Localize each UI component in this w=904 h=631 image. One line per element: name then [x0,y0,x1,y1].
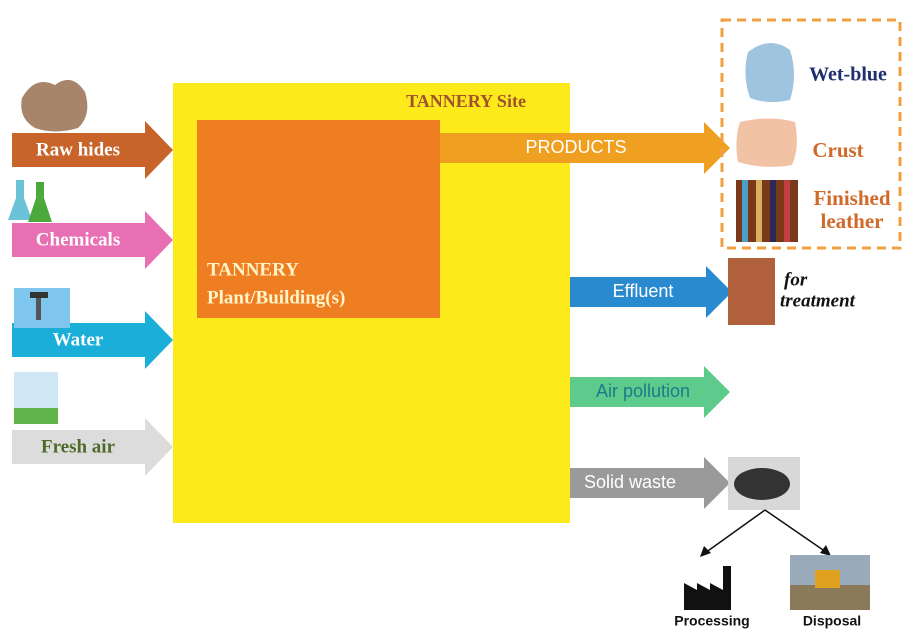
input-label: Raw hides [36,139,120,160]
factory-icon [684,566,731,610]
plant-label: Plant/Building(s) [207,287,345,308]
input-label: Water [53,329,104,350]
effluent-note: for [784,269,808,290]
diagram: TANNERY Site TANNERY Plant/Building(s) R… [0,0,904,631]
output-label: PRODUCTS [525,137,626,157]
destination-label: Disposal [803,613,861,629]
output-label: Air pollution [596,381,690,401]
crust-icon [736,119,797,167]
output-label: Effluent [613,281,674,301]
finished-leather-icon [736,180,798,242]
connector [705,510,765,553]
solid-waste-image [734,468,790,500]
effluent-note: treatment [780,290,856,311]
wet-blue-icon [745,43,794,102]
water-icon [14,288,70,328]
input-label: Fresh air [41,436,116,457]
site-title: TANNERY Site [406,91,526,111]
connector [765,510,826,552]
plant-label: TANNERY [207,259,299,280]
disposal-image [790,585,870,610]
effluent-image [728,258,775,325]
output-label: Solid waste [584,472,676,492]
arrowhead [820,545,831,556]
product-label: leather [821,209,884,233]
product-label: Wet-blue [809,64,887,86]
product-label: Crust [812,138,863,162]
product-label: Finished [813,186,890,210]
destination-label: Processing [674,613,749,629]
input-label: Chemicals [36,229,120,250]
arrowhead [700,546,711,557]
chemicals-icon [8,180,52,222]
hide-icon [21,80,87,132]
disposal-image [815,570,840,588]
air-icon [14,372,58,424]
